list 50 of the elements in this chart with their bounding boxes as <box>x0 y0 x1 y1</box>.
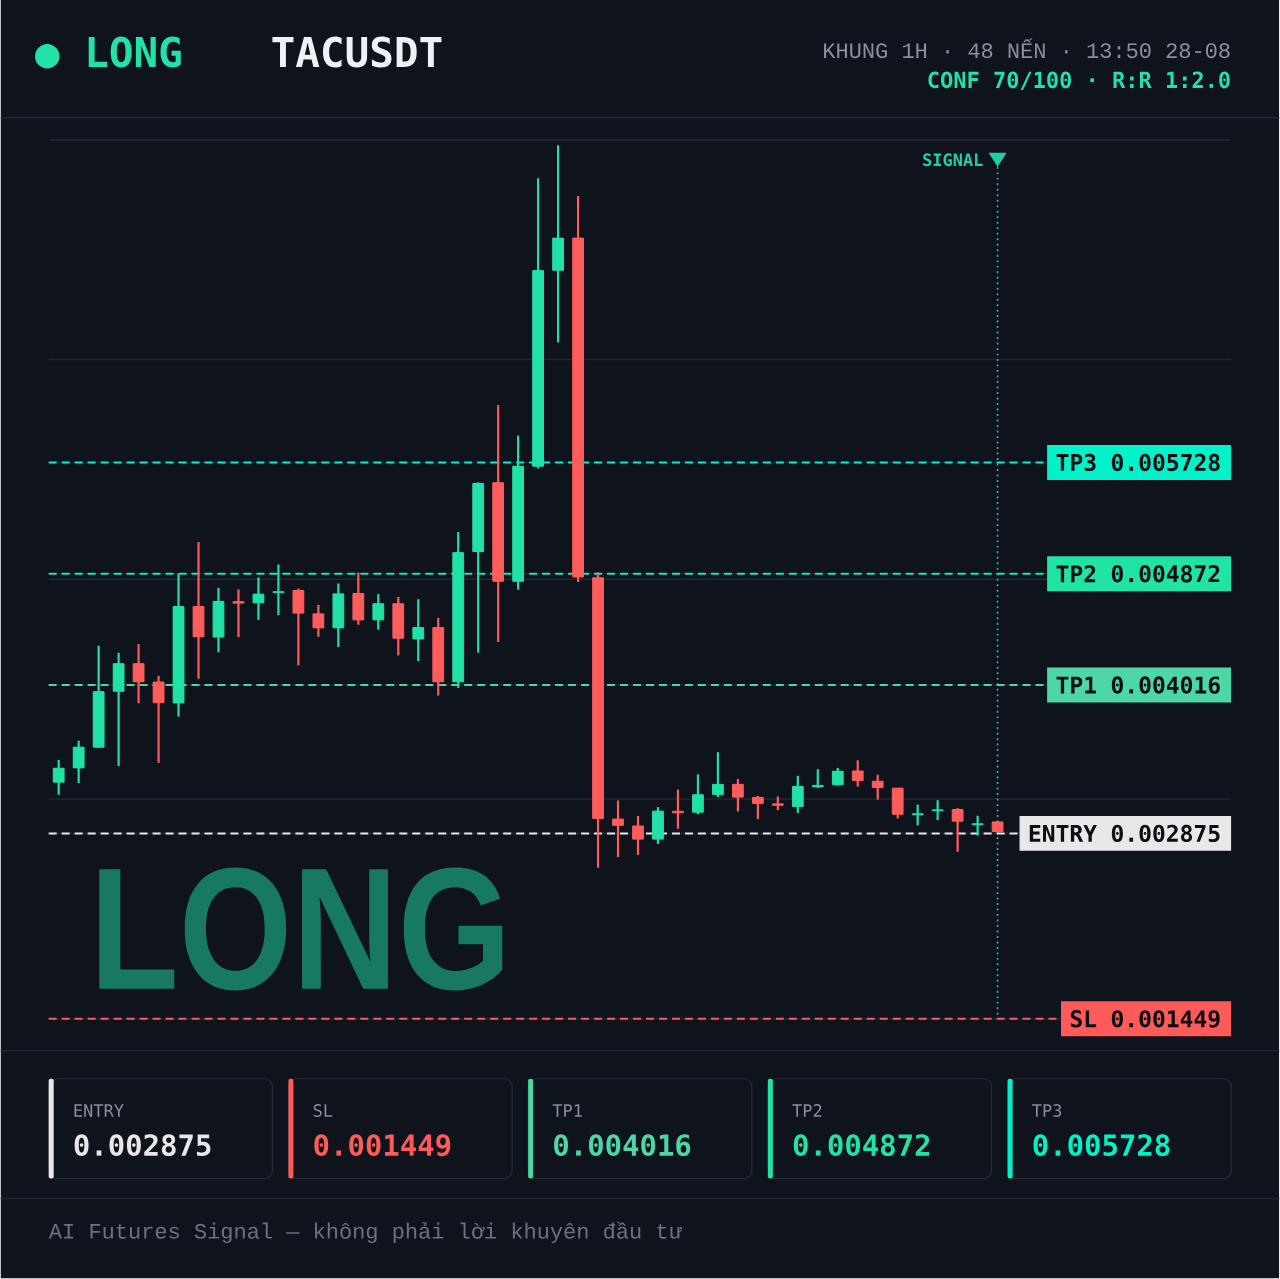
annotation: LONG <box>99 867 503 991</box>
candlestick <box>72 739 85 785</box>
y-tick-label: 0.002875 <box>1111 824 1220 843</box>
candlestick <box>412 598 425 663</box>
y-tick-label: 0.004016 <box>1111 676 1220 695</box>
ref-line-label: TP3 <box>1056 453 1096 472</box>
candlestick <box>232 588 245 639</box>
ref-line-label: TP1 <box>1056 676 1096 694</box>
candlestick <box>851 759 864 789</box>
chart-subtitle: KHUNG 1H · 48 NẾN · 13:50 28-08 <box>824 38 1230 59</box>
candlestick <box>911 803 924 827</box>
y-tick-label: 0.004872 <box>1111 565 1220 583</box>
text: 0.002875 <box>74 1134 211 1157</box>
text: TP1 <box>552 1104 582 1117</box>
candlestick <box>52 759 65 797</box>
candlestick <box>152 674 165 765</box>
text: TP2 <box>792 1104 822 1117</box>
y-tick-label: 0.005728 <box>1111 454 1220 472</box>
annotation: SIGNAL <box>923 153 983 167</box>
candlestick <box>751 795 764 821</box>
ref-line-label: TP2 <box>1056 565 1096 583</box>
candlestick <box>871 773 884 801</box>
text: CONF 70/100 · R:R 1:2.0 <box>928 71 1230 91</box>
candlestick <box>612 799 624 859</box>
candlestick <box>791 774 804 815</box>
text: SL <box>313 1104 333 1118</box>
candlestick <box>292 587 305 667</box>
y-tick-label: 0.001449 <box>1111 1010 1220 1028</box>
candlestick <box>312 604 325 639</box>
candlestick <box>132 643 145 705</box>
candlestick <box>692 773 704 816</box>
candlestick <box>971 814 984 837</box>
ref-line-label: SL <box>1070 1010 1097 1028</box>
candlestick <box>252 576 265 622</box>
candlestick <box>712 751 724 799</box>
text: 0.004016 <box>554 1134 691 1157</box>
chart-title: TACUSDT <box>272 36 442 68</box>
text: ● LONG <box>35 36 181 69</box>
ref-line-label: ENTRY <box>1029 825 1097 843</box>
text: 0.001449 <box>314 1134 451 1157</box>
text: ENTRY <box>74 1104 124 1117</box>
text: 0.004872 <box>793 1134 930 1157</box>
text: TP3 <box>1032 1104 1062 1118</box>
candlestick <box>372 593 385 632</box>
candlestick <box>731 778 744 813</box>
text: AI Futures Signal — không phải lời khuyên đầu tư <box>48 1221 683 1244</box>
text: 0.005728 <box>1033 1134 1170 1157</box>
candlestick <box>632 815 644 857</box>
candlestick <box>951 807 964 854</box>
candlestick <box>931 799 944 822</box>
